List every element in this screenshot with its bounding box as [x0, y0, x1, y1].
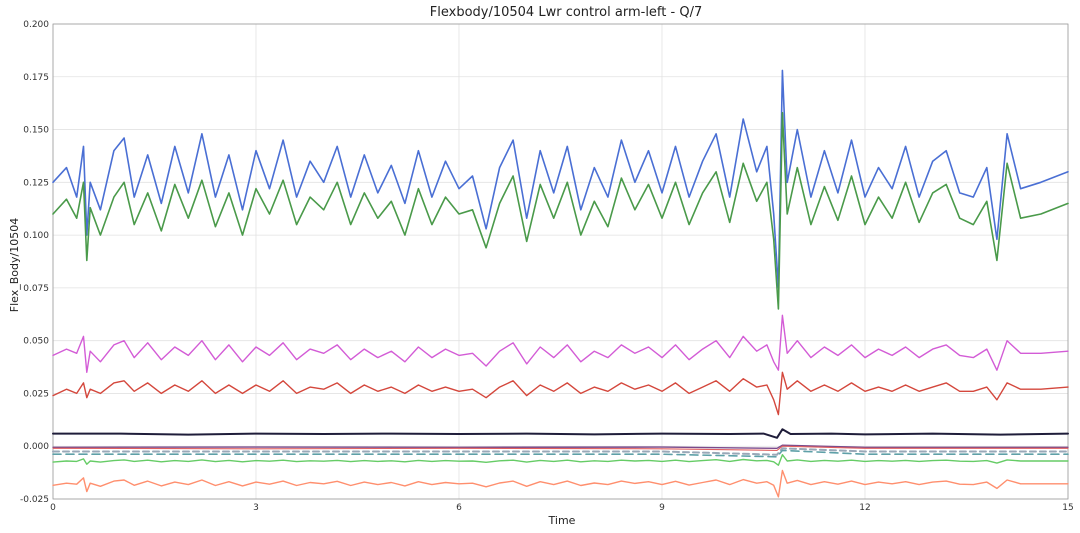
y-tick-label: 0.125 [23, 178, 49, 188]
series-line-9 [52, 449, 1069, 458]
y-axis-label: Flex_Body/10504 [8, 218, 21, 312]
y-tick-label: 0.025 [23, 389, 49, 399]
y-tick-label: 0.175 [23, 73, 49, 83]
y-tick-labels: -0.025 0.000 0.025 0.050 0.075 0.100 0.125 0.15… [20, 20, 49, 505]
x-tick-label: 0 [50, 503, 56, 513]
plot-frame [52, 23, 1069, 500]
x-axis-label: Time [548, 514, 576, 527]
series-line-5 [52, 428, 1069, 439]
series-line-3 [52, 314, 1069, 373]
axes [52, 23, 1069, 500]
y-tick-label: 0.000 [23, 442, 49, 452]
x-tick-label: 15 [1062, 503, 1073, 513]
y-tick-label: -0.025 [20, 495, 49, 505]
x-tick-label: 6 [456, 503, 462, 513]
series-group [52, 69, 1069, 498]
series-line-6 [52, 444, 1069, 449]
y-tick-label: 0.100 [23, 231, 49, 241]
x-tick-label: 9 [659, 503, 665, 513]
y-tick-label: 0.050 [23, 337, 49, 347]
y-tick-label: 0.075 [23, 284, 49, 294]
series-line-10 [52, 454, 1069, 466]
series-line-2 [52, 111, 1069, 310]
series-line-8 [52, 447, 1069, 456]
x-tick-labels: 0 3 6 9 12 15 [50, 503, 1074, 513]
x-tick-label: 12 [859, 503, 870, 513]
x-tick-label: 3 [253, 503, 259, 513]
chart-title: Flexbody/10504 Lwr control arm-left - Q/… [430, 5, 702, 20]
y-tick-label: 0.150 [23, 126, 49, 136]
series-line-7 [52, 445, 1069, 451]
y-tick-label: 0.200 [23, 20, 49, 30]
series-line-4 [52, 371, 1069, 416]
series-line-1 [52, 69, 1069, 289]
series-line-11 [52, 469, 1069, 498]
